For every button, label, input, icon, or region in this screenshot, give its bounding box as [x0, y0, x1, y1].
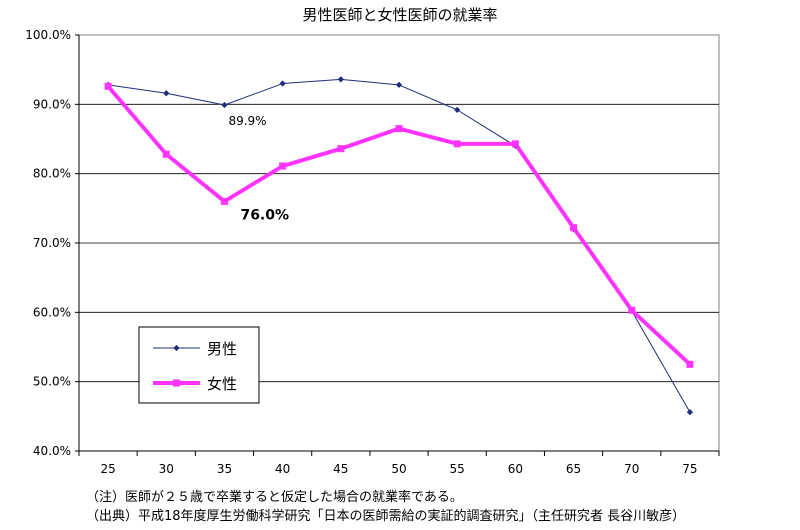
legend-female-marker	[173, 379, 180, 387]
female-data-point	[453, 140, 461, 148]
female-min-label: 76.0%	[240, 207, 289, 223]
x-tick-label: 50	[391, 462, 406, 476]
y-tick-label: 70.0%	[33, 236, 71, 250]
legend-male-label: 男性	[207, 340, 237, 358]
chart-title: 男性医師と女性医師の就業率	[302, 6, 498, 24]
y-tick-label: 90.0%	[33, 97, 71, 111]
y-tick-label: 50.0%	[33, 375, 71, 389]
annotations: 89.9% 76.0%	[228, 114, 289, 223]
legend-box	[138, 326, 260, 404]
x-tick-label: 45	[333, 462, 348, 476]
male-min-label: 89.9%	[228, 114, 266, 128]
female-data-point	[628, 306, 636, 314]
x-tick-label: 60	[508, 462, 523, 476]
female-data-point	[279, 162, 287, 170]
female-data-point	[220, 197, 228, 205]
female-data-point	[395, 125, 403, 133]
x-tick-label: 40	[275, 462, 290, 476]
x-tick-label: 30	[159, 462, 174, 476]
male-data-point	[221, 101, 228, 109]
footnote: （注）医師が２５歳で卒業すると仮定した場合の就業率である。	[86, 490, 463, 505]
x-tick-label: 55	[450, 462, 465, 476]
x-tick-label: 70	[624, 462, 639, 476]
series	[104, 76, 694, 416]
source-note: （出典）平成18年度厚生労働科学研究「日本の医師需給の実証的調査研究」（主任研究…	[86, 509, 686, 524]
axes: 100.0% 90.0% 80.0% 70.0% 60.0% 50.0% 40.0% 25 30…	[25, 28, 720, 476]
y-tick-label: 80.0%	[33, 167, 71, 181]
y-tick-label: 100.0%	[25, 28, 71, 42]
x-tick-label: 75	[682, 462, 697, 476]
female-data-point	[570, 224, 578, 232]
female-data-point	[337, 145, 345, 153]
female-data-point	[686, 360, 694, 368]
female-data-point	[104, 82, 112, 90]
female-data-point	[511, 140, 519, 148]
y-tick-label: 40.0%	[33, 444, 71, 458]
x-tick-label: 65	[566, 462, 581, 476]
legend-female-label: 女性	[207, 375, 237, 393]
male-data-point	[163, 90, 170, 97]
x-tick-label: 25	[100, 462, 115, 476]
x-tick-label: 35	[217, 462, 232, 476]
y-tick-label: 60.0%	[33, 305, 71, 319]
female-data-point	[162, 150, 170, 158]
